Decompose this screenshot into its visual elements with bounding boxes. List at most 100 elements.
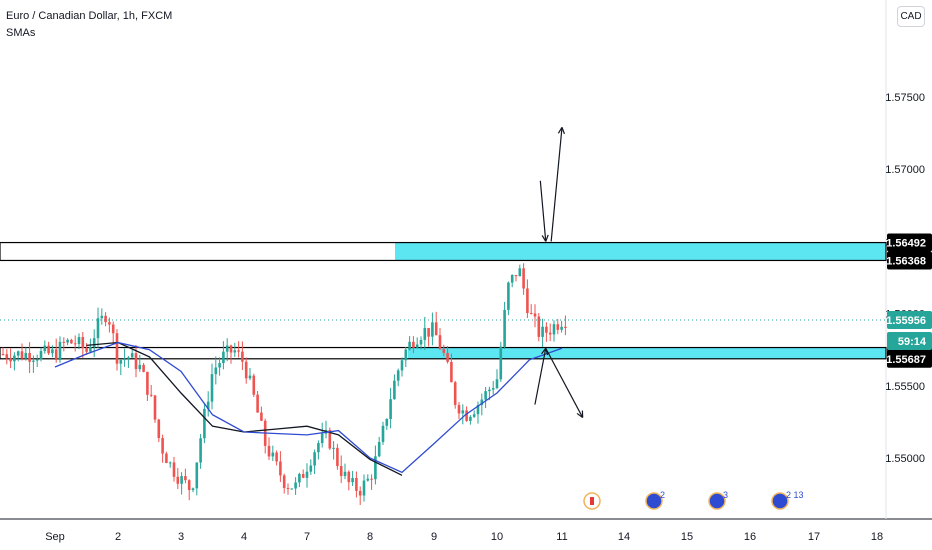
indicator-label[interactable]: SMAs bbox=[6, 27, 36, 39]
candle-body bbox=[320, 433, 324, 444]
zone-border bbox=[0, 346, 887, 360]
candle-body bbox=[381, 425, 385, 443]
candle-body bbox=[510, 275, 514, 283]
candle-body bbox=[351, 477, 354, 483]
candle-body bbox=[431, 322, 434, 337]
candle-body bbox=[279, 461, 282, 476]
candle-body bbox=[187, 480, 191, 490]
y-tick-label: 1.55500 bbox=[885, 381, 925, 393]
candle-body bbox=[514, 275, 518, 277]
zone-fill bbox=[395, 242, 886, 261]
x-tick-label: 18 bbox=[871, 531, 883, 543]
candle-body bbox=[51, 349, 54, 354]
candle-body bbox=[20, 351, 24, 359]
candle-body bbox=[412, 341, 415, 348]
candle-body bbox=[214, 367, 218, 375]
candle-body bbox=[146, 371, 149, 395]
candle-body bbox=[1, 354, 5, 356]
y-tick-label: 1.57500 bbox=[885, 92, 925, 104]
arrow-head bbox=[561, 127, 565, 135]
candle-body bbox=[104, 315, 107, 323]
candle-body bbox=[541, 326, 544, 337]
x-tick-label: 4 bbox=[241, 531, 247, 543]
trend-arrow bbox=[550, 127, 563, 242]
candle-body bbox=[43, 345, 47, 352]
candle-body bbox=[96, 318, 100, 339]
candle-body bbox=[507, 282, 510, 310]
candle-body bbox=[518, 268, 522, 277]
candle-body bbox=[298, 473, 301, 483]
candle-body bbox=[499, 346, 503, 380]
arrow-head bbox=[545, 234, 549, 242]
candle-body bbox=[377, 442, 381, 457]
arrow-head bbox=[541, 235, 547, 242]
candle-body bbox=[54, 349, 58, 360]
candle-body bbox=[77, 337, 81, 345]
candle-body bbox=[556, 324, 560, 330]
candle-body bbox=[16, 351, 20, 356]
sma-line-2 bbox=[54, 341, 563, 474]
candle-body bbox=[149, 394, 153, 396]
candle-body bbox=[347, 471, 351, 483]
candle-body bbox=[446, 352, 449, 362]
candle-body bbox=[252, 375, 256, 395]
x-tick-label: 11 bbox=[556, 531, 567, 543]
candle-body bbox=[415, 344, 419, 348]
candle-body bbox=[480, 399, 484, 406]
candle-body bbox=[362, 480, 366, 496]
candle-body bbox=[355, 477, 358, 491]
candle-body bbox=[85, 348, 88, 352]
candle-body bbox=[282, 475, 286, 488]
candle-body bbox=[9, 358, 12, 362]
candle-body bbox=[358, 490, 362, 496]
candle-body bbox=[434, 322, 438, 336]
candle-body bbox=[32, 360, 35, 362]
x-tick-label: 3 bbox=[178, 531, 184, 543]
candle-body bbox=[248, 375, 252, 379]
candle-body bbox=[450, 361, 453, 383]
sma-line-1 bbox=[86, 341, 403, 476]
candle-body bbox=[260, 412, 263, 421]
candle-body bbox=[203, 408, 206, 439]
candle-body bbox=[537, 316, 541, 337]
zone-bottom-price-label: 1.56368 bbox=[886, 255, 926, 267]
candle-body bbox=[130, 353, 134, 358]
candle-body bbox=[225, 345, 229, 352]
candle-body bbox=[495, 379, 499, 389]
candle-body bbox=[123, 358, 126, 361]
candle-body bbox=[229, 345, 233, 353]
candle-body bbox=[317, 443, 320, 453]
eu-flag-icon bbox=[708, 492, 726, 510]
candle-body bbox=[180, 476, 183, 484]
candle-body bbox=[313, 452, 316, 466]
candle-body bbox=[423, 327, 427, 340]
trend-arrow bbox=[545, 347, 584, 418]
candle-body bbox=[237, 350, 240, 352]
candle-body bbox=[13, 355, 16, 362]
candle-body bbox=[24, 352, 28, 359]
candle-body bbox=[453, 382, 457, 405]
x-tick-label: 10 bbox=[491, 531, 503, 543]
candle-body bbox=[552, 324, 556, 335]
currency-badge[interactable]: CAD bbox=[897, 6, 925, 27]
x-tick-label: 7 bbox=[304, 531, 310, 543]
candle-body bbox=[271, 452, 275, 457]
trend-arrow bbox=[534, 348, 547, 405]
countdown-label-bg bbox=[887, 331, 932, 350]
arrow-head bbox=[576, 412, 584, 419]
candle-body bbox=[286, 487, 290, 489]
candle-body bbox=[389, 399, 392, 419]
candle-body bbox=[165, 453, 168, 464]
current-price-label: 1.55956 bbox=[886, 315, 926, 327]
candle-body bbox=[332, 447, 335, 449]
candle-body bbox=[465, 410, 468, 421]
candle-body bbox=[476, 405, 480, 415]
candle-body bbox=[503, 309, 506, 347]
candle-body bbox=[526, 288, 529, 314]
candle-body bbox=[241, 351, 244, 362]
candle-body bbox=[438, 335, 442, 350]
candle-body bbox=[62, 341, 66, 343]
candle-body bbox=[195, 462, 199, 489]
candle-body bbox=[301, 473, 305, 478]
